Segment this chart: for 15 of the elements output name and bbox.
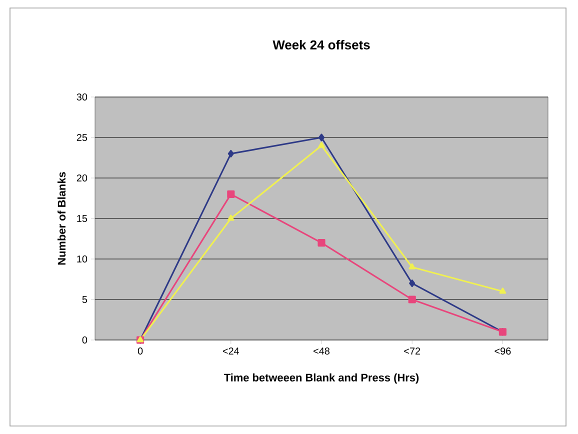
y-tick-label: 25 xyxy=(76,134,88,142)
x-tick-label: 0 xyxy=(138,348,143,355)
x-tick-label: <48 xyxy=(314,348,330,355)
y-tick-label: 30 xyxy=(76,93,88,101)
y-tick-label: 0 xyxy=(82,336,88,344)
chart-title: Week 24 offsets xyxy=(272,40,370,50)
x-tick-label: <96 xyxy=(494,348,511,355)
y-tick-label: 20 xyxy=(76,174,88,182)
x-tick-label: <72 xyxy=(404,348,420,354)
x-tick-label: <24 xyxy=(222,348,240,354)
y-tick-label: 10 xyxy=(77,255,88,263)
y-tick-label: 15 xyxy=(77,215,88,222)
y-axis-title: Number of Blanks xyxy=(58,172,66,265)
x-axis-title: Time betweeen Blank and Press (Hrs) xyxy=(224,373,419,384)
y-tick-label: 5 xyxy=(82,296,88,303)
